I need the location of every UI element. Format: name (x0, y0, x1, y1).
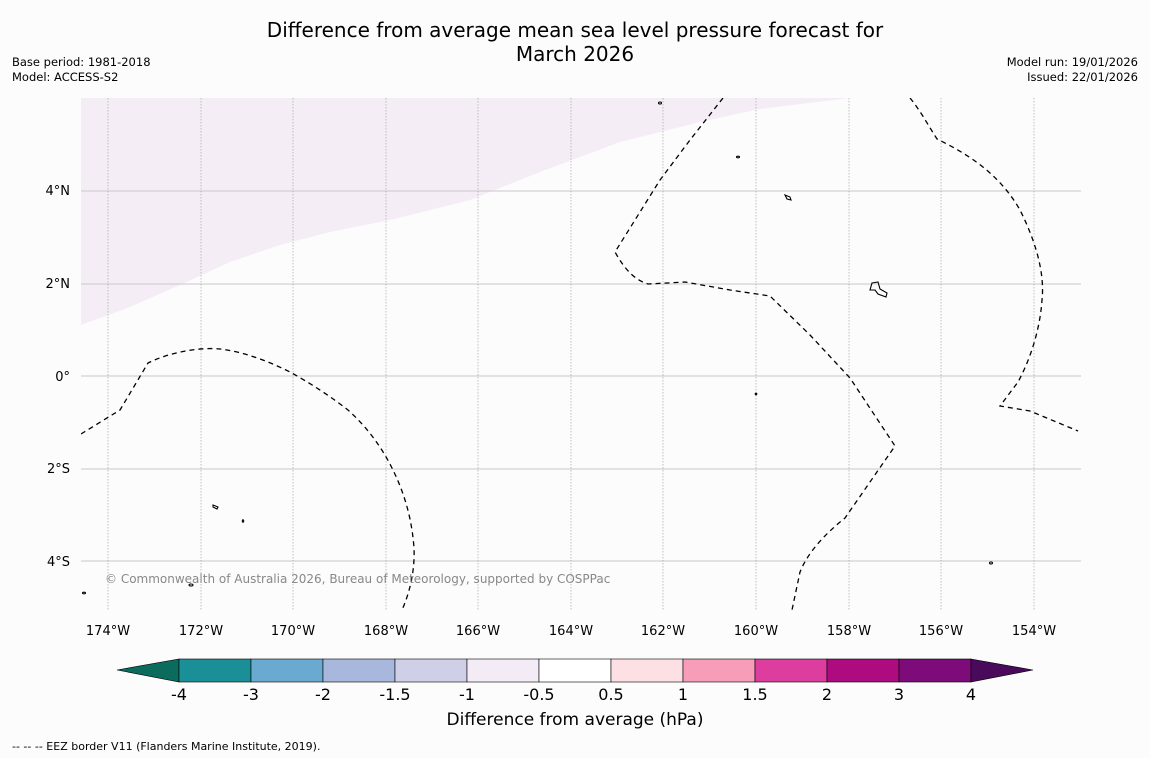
model-run-date: Model run: 19/01/2026 (1006, 55, 1138, 69)
colorbar-cell (466, 658, 540, 683)
island (81, 591, 87, 595)
island (657, 101, 663, 105)
colorbar: -4 -3 -2 -1.5 -1 -0.5 0.5 1 1.5 2 3 4 Difference fr… (116, 658, 1034, 730)
issued-date: Issued: 22/01/2026 (1027, 70, 1138, 84)
lat-label: 0° (55, 370, 70, 385)
colorbar-title: Difference from average (hPa) (447, 710, 704, 730)
colorbar-over-arrow (970, 658, 1034, 683)
run-info: Model run: 19/01/2026 Issued: 22/01/2026 (1007, 55, 1138, 85)
colorbar-cell (610, 658, 684, 683)
lon-label: 164°W (549, 624, 593, 639)
island (735, 155, 741, 159)
base-period: Base period: 1981-2018 (12, 55, 151, 69)
colorbar-cells (178, 658, 972, 683)
colorbar-cell (322, 658, 396, 683)
island (241, 519, 245, 523)
lon-label: 170°W (271, 624, 315, 639)
lon-label: 174°W (86, 624, 130, 639)
colorbar-tick-label: 1.5 (742, 685, 767, 704)
chart-title: Difference from average mean sea level p… (0, 18, 1150, 66)
anomaly-region (81, 98, 850, 325)
eez-border-line-islands-north (614, 98, 896, 610)
colorbar-tick-label: -4 (171, 685, 187, 704)
colorbar-cell (898, 658, 972, 683)
islands (81, 101, 994, 595)
island (188, 583, 194, 587)
lon-label: 158°W (827, 624, 871, 639)
chart-title-line1: Difference from average mean sea level p… (266, 18, 884, 42)
lon-label: 162°W (641, 624, 685, 639)
model-name: Model: ACCESS-S2 (12, 70, 119, 84)
colorbar-cell (394, 658, 468, 683)
graticule (81, 98, 1081, 610)
island (988, 561, 994, 565)
lon-label: 166°W (456, 624, 500, 639)
colorbar-cell (178, 658, 252, 683)
island (754, 392, 758, 396)
model-info: Base period: 1981-2018 Model: ACCESS-S2 (12, 55, 151, 85)
copyright-notice: © Commonwealth of Australia 2026, Bureau… (105, 572, 610, 586)
colorbar-under-arrow (116, 658, 180, 683)
lon-label: 168°W (364, 624, 408, 639)
colorbar-cell (538, 658, 612, 683)
colorbar-tick-label: 4 (966, 685, 976, 704)
lat-label: 4°S (47, 555, 70, 570)
island (783, 193, 792, 201)
map-panel: © Commonwealth of Australia 2026, Bureau… (81, 98, 1081, 610)
colorbar-tick-label: -0.5 (523, 685, 554, 704)
lat-label: 2°N (46, 277, 71, 292)
eez-legend: -- -- -- EEZ border V11 (Flanders Marine… (12, 740, 321, 753)
colorbar-tick-label: 0.5 (598, 685, 623, 704)
colorbar-tick-label: -3 (243, 685, 259, 704)
lon-label: 172°W (179, 624, 223, 639)
colorbar-tick-label: -2 (315, 685, 331, 704)
colorbar-tick-label: -1.5 (379, 685, 410, 704)
colorbar-cell (682, 658, 756, 683)
longitude-gridlines (107, 98, 1035, 610)
colorbar-tick-label: -1 (459, 685, 475, 704)
colorbar-cell (826, 658, 900, 683)
colorbar-cell (250, 658, 324, 683)
eez-borders (81, 98, 1079, 610)
lon-label: 160°W (734, 624, 778, 639)
longitude-labels: 174°W 172°W 170°W 168°W 166°W 164°W 162°… (86, 624, 1056, 639)
colorbar-cell (754, 658, 828, 683)
colorbar-tick-label: 2 (822, 685, 832, 704)
chart-title-line2: March 2026 (515, 42, 635, 66)
lon-label: 156°W (919, 624, 963, 639)
lat-label: 2°S (47, 462, 70, 477)
lat-label: 4°N (46, 184, 71, 199)
island-kiritimati (869, 281, 888, 298)
island (212, 504, 219, 510)
lon-label: 154°W (1012, 624, 1056, 639)
colorbar-tick-label: 1 (678, 685, 688, 704)
colorbar-tick-label: 3 (894, 685, 904, 704)
eez-border-kiribati-gilbert (81, 347, 415, 610)
latitude-labels: 4°N 2°N 0° 2°S 4°S (46, 184, 71, 570)
colorbar-ticks: -4 -3 -2 -1.5 -1 -0.5 0.5 1 1.5 2 3 4 (171, 685, 976, 704)
latitude-gridlines (81, 190, 1081, 562)
